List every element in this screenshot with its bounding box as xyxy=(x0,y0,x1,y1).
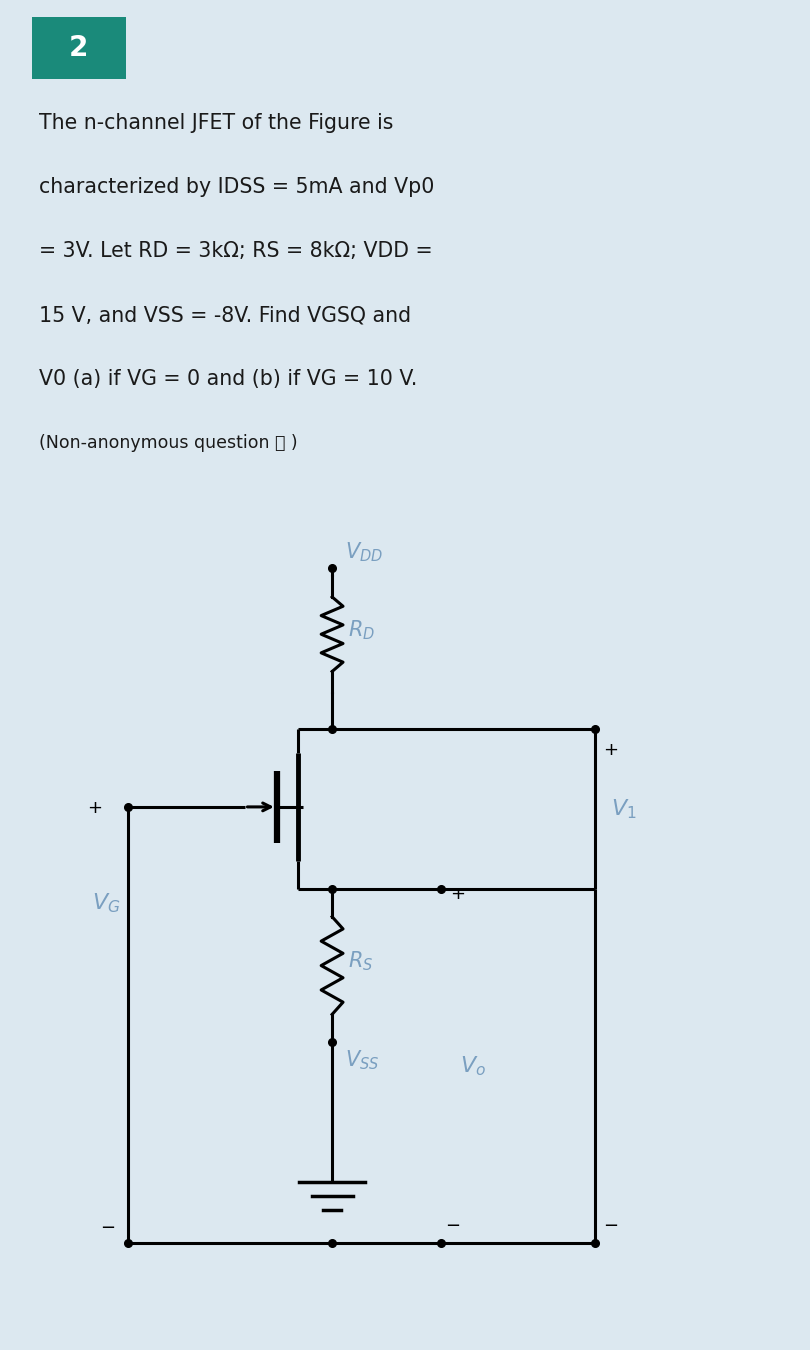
Text: The n-channel JFET of the Figure is: The n-channel JFET of the Figure is xyxy=(39,113,394,134)
Text: −: − xyxy=(446,1216,460,1235)
Text: −: − xyxy=(100,1219,115,1237)
Text: $V_{SS}$: $V_{SS}$ xyxy=(345,1049,380,1072)
Text: +: + xyxy=(87,799,102,817)
Text: = 3V. Let RD = 3kΩ; RS = 8kΩ; VDD =: = 3V. Let RD = 3kΩ; RS = 8kΩ; VDD = xyxy=(39,242,433,262)
Text: V0 (a) if VG = 0 and (b) if VG = 10 V.: V0 (a) if VG = 0 and (b) if VG = 10 V. xyxy=(39,370,417,389)
FancyBboxPatch shape xyxy=(32,18,126,78)
Text: $V_1$: $V_1$ xyxy=(611,796,636,821)
Text: characterized by IDSS = 5mA and Vp0: characterized by IDSS = 5mA and Vp0 xyxy=(39,177,434,197)
Text: (Non-anonymous question ⓘ ): (Non-anonymous question ⓘ ) xyxy=(39,435,297,452)
Text: +: + xyxy=(450,884,465,903)
Text: $V_{DD}$: $V_{DD}$ xyxy=(345,540,383,564)
Text: 2: 2 xyxy=(69,34,88,62)
Text: $V_G$: $V_G$ xyxy=(92,891,121,915)
Text: $V_o$: $V_o$ xyxy=(460,1054,486,1077)
Text: 15 V, and VSS = -8V. Find VGSQ and: 15 V, and VSS = -8V. Find VGSQ and xyxy=(39,305,411,325)
Text: +: + xyxy=(603,741,618,759)
Text: −: − xyxy=(603,1216,618,1235)
Text: $R_S$: $R_S$ xyxy=(348,950,373,973)
Text: $R_D$: $R_D$ xyxy=(348,618,375,643)
